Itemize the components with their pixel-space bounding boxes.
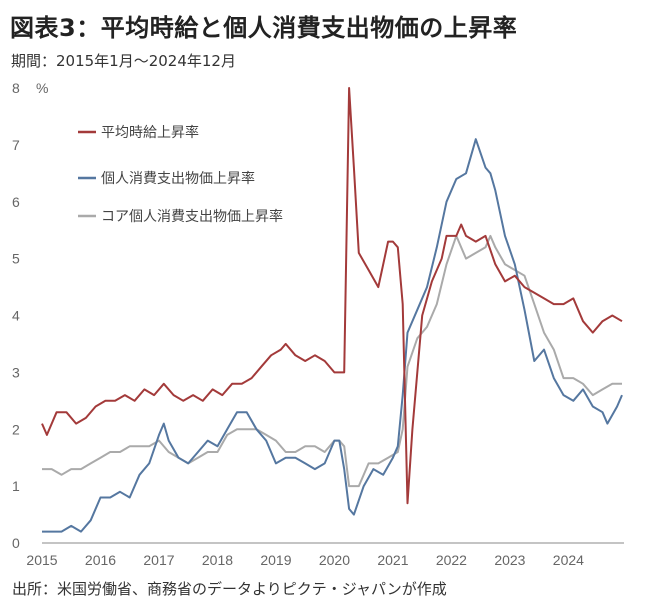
x-tick-label: 2016: [85, 552, 116, 568]
x-tick-label: 2019: [260, 552, 291, 568]
chart-subtitle: 期間：2015年1月～2024年12月: [11, 52, 236, 70]
y-unit-label: %: [36, 80, 48, 96]
y-tick-label: 1: [12, 478, 20, 494]
series-line: [42, 138, 623, 533]
chart-source-note: 出所：米国労働省、商務省のデータよりピクテ・ジャパンが作成: [12, 580, 447, 598]
y-tick-label: 0: [12, 535, 20, 551]
x-tick-label: 2017: [143, 552, 174, 568]
legend-label: コア個人消費支出物価上昇率: [101, 208, 283, 225]
y-tick-label: 6: [12, 194, 20, 210]
legend-label: 平均時給上昇率: [101, 124, 199, 141]
y-tick-label: 5: [12, 251, 20, 267]
y-tick-label: 4: [12, 308, 20, 324]
y-tick-label: 8: [12, 80, 20, 96]
chart-title: 図表3：平均時給と個人消費支出物価の上昇率: [10, 14, 518, 42]
x-tick-label: 2020: [319, 552, 350, 568]
x-tick-label: 2023: [494, 552, 525, 568]
series-line: [42, 234, 622, 488]
y-tick-label: 7: [12, 137, 20, 153]
legend-label: 個人消費支出物価上昇率: [101, 170, 255, 187]
x-tick-label: 2018: [202, 552, 233, 568]
y-tick-label: 3: [12, 364, 20, 380]
x-tick-label: 2021: [377, 552, 408, 568]
series-line: [41, 87, 623, 505]
x-tick-label: 2022: [436, 552, 467, 568]
x-tick-label: 2015: [26, 552, 57, 568]
y-tick-label: 2: [12, 421, 20, 437]
x-tick-label: 2024: [553, 552, 584, 568]
